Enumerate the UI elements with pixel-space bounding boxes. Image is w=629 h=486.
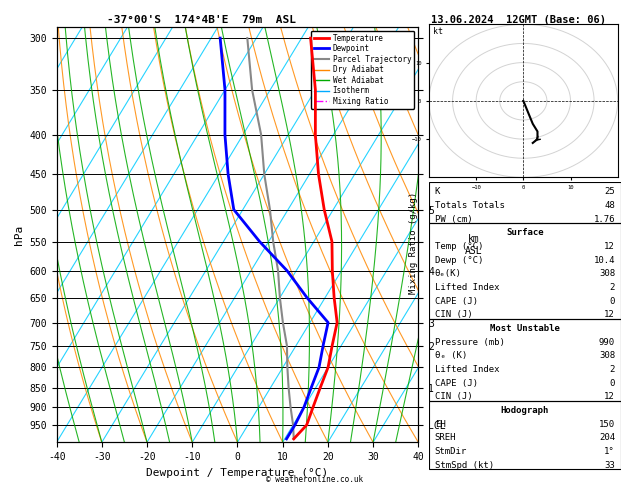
Text: 12: 12 xyxy=(604,393,615,401)
Text: Dewp (°C): Dewp (°C) xyxy=(435,256,483,265)
Text: 48: 48 xyxy=(604,201,615,210)
Text: 12: 12 xyxy=(604,242,615,251)
Text: Lifted Index: Lifted Index xyxy=(435,365,499,374)
Text: 1.76: 1.76 xyxy=(594,215,615,224)
Legend: Temperature, Dewpoint, Parcel Trajectory, Dry Adiabat, Wet Adiabat, Isotherm, Mi: Temperature, Dewpoint, Parcel Trajectory… xyxy=(311,31,415,109)
Text: CAPE (J): CAPE (J) xyxy=(435,297,478,306)
Text: Most Unstable: Most Unstable xyxy=(490,324,560,333)
Text: 308: 308 xyxy=(599,269,615,278)
Bar xyxy=(429,401,621,469)
Y-axis label: km
ASL: km ASL xyxy=(465,235,482,256)
Text: CIN (J): CIN (J) xyxy=(435,393,472,401)
X-axis label: Dewpoint / Temperature (°C): Dewpoint / Temperature (°C) xyxy=(147,468,328,478)
Text: SREH: SREH xyxy=(435,434,456,442)
Text: EH: EH xyxy=(435,420,445,429)
Text: 0: 0 xyxy=(610,379,615,388)
Text: 2: 2 xyxy=(610,365,615,374)
Text: 150: 150 xyxy=(599,420,615,429)
Text: 308: 308 xyxy=(599,351,615,361)
Text: 33: 33 xyxy=(604,461,615,470)
Text: 2: 2 xyxy=(610,283,615,292)
Text: StmSpd (kt): StmSpd (kt) xyxy=(435,461,494,470)
Bar xyxy=(429,319,621,401)
Text: θₑ(K): θₑ(K) xyxy=(435,269,462,278)
Text: Pressure (mb): Pressure (mb) xyxy=(435,338,504,347)
Text: 0: 0 xyxy=(610,297,615,306)
Text: CIN (J): CIN (J) xyxy=(435,311,472,319)
Text: Hodograph: Hodograph xyxy=(501,406,549,415)
Text: Mixing Ratio (g/kg): Mixing Ratio (g/kg) xyxy=(409,192,418,294)
Text: 1°: 1° xyxy=(604,447,615,456)
Text: kt: kt xyxy=(433,27,443,36)
Text: θₑ (K): θₑ (K) xyxy=(435,351,467,361)
Text: 25: 25 xyxy=(604,187,615,196)
Text: -37°00'S  174°4B'E  79m  ASL: -37°00'S 174°4B'E 79m ASL xyxy=(107,15,296,25)
Text: 12: 12 xyxy=(604,311,615,319)
Text: 990: 990 xyxy=(599,338,615,347)
Text: K: K xyxy=(435,187,440,196)
Text: Totals Totals: Totals Totals xyxy=(435,201,504,210)
Text: 13.06.2024  12GMT (Base: 06): 13.06.2024 12GMT (Base: 06) xyxy=(431,15,606,25)
Text: StmDir: StmDir xyxy=(435,447,467,456)
Bar xyxy=(429,223,621,319)
Text: CAPE (J): CAPE (J) xyxy=(435,379,478,388)
Text: Temp (°C): Temp (°C) xyxy=(435,242,483,251)
Text: Lifted Index: Lifted Index xyxy=(435,283,499,292)
Bar xyxy=(429,182,621,223)
Text: © weatheronline.co.uk: © weatheronline.co.uk xyxy=(266,474,363,484)
Text: PW (cm): PW (cm) xyxy=(435,215,472,224)
Text: 10.4: 10.4 xyxy=(594,256,615,265)
Text: Surface: Surface xyxy=(506,228,543,237)
Text: 204: 204 xyxy=(599,434,615,442)
Y-axis label: hPa: hPa xyxy=(14,225,24,244)
